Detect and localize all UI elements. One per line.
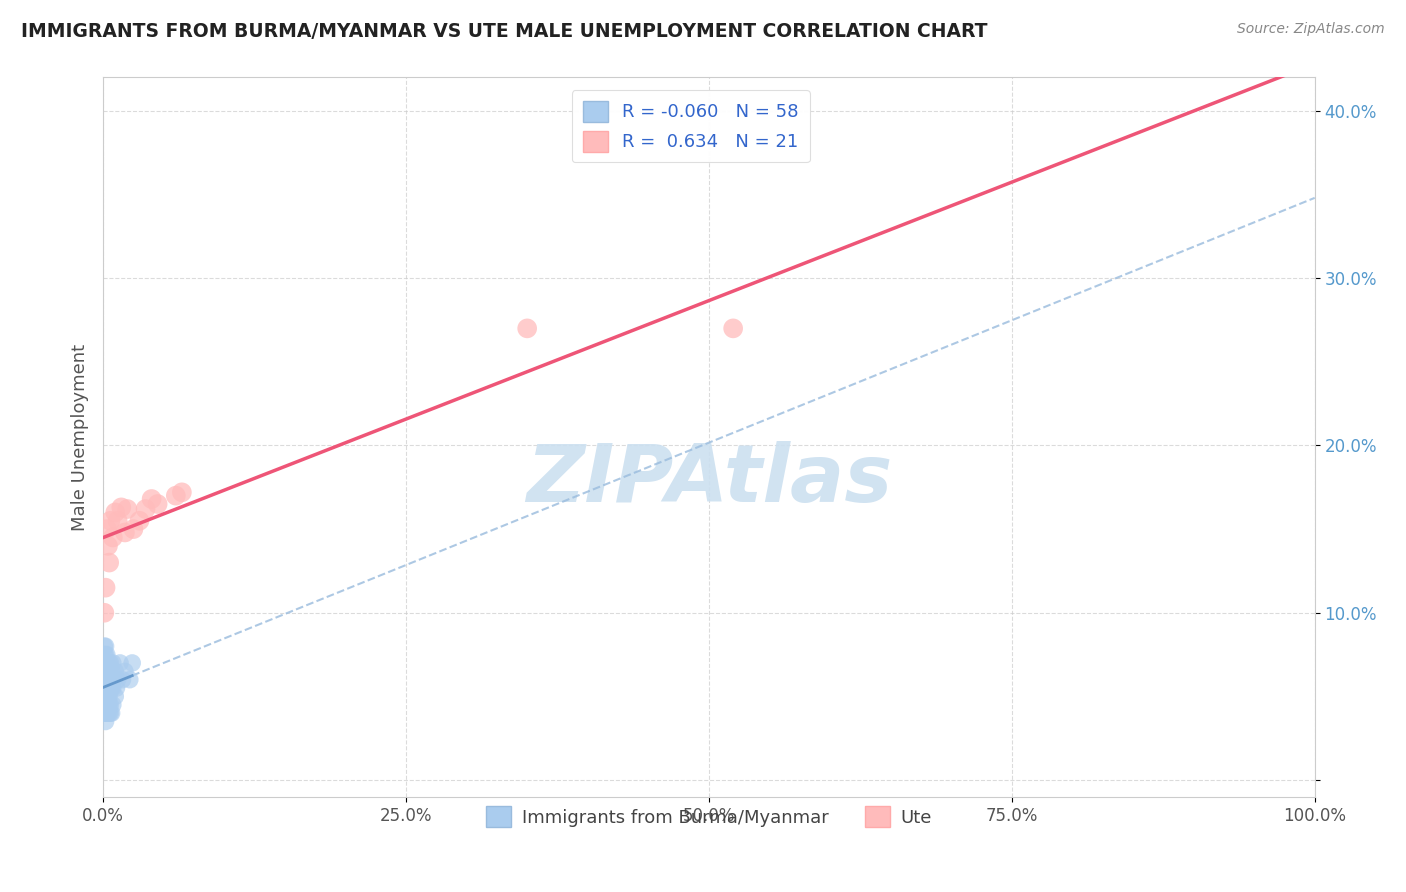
Point bbox=[135, 502, 157, 516]
Point bbox=[97, 698, 120, 712]
Point bbox=[98, 556, 121, 570]
Point bbox=[96, 522, 118, 536]
Point bbox=[94, 681, 117, 695]
Point bbox=[100, 665, 122, 679]
Text: ZIPAtlas: ZIPAtlas bbox=[526, 442, 891, 519]
Point bbox=[111, 673, 134, 687]
Point bbox=[94, 639, 117, 653]
Point bbox=[94, 673, 117, 687]
Point bbox=[93, 681, 115, 695]
Point bbox=[101, 698, 124, 712]
Point bbox=[101, 656, 124, 670]
Y-axis label: Male Unemployment: Male Unemployment bbox=[72, 343, 89, 531]
Point bbox=[98, 698, 121, 712]
Point bbox=[100, 698, 122, 712]
Point bbox=[104, 665, 127, 679]
Point bbox=[93, 673, 115, 687]
Point bbox=[97, 665, 120, 679]
Text: IMMIGRANTS FROM BURMA/MYANMAR VS UTE MALE UNEMPLOYMENT CORRELATION CHART: IMMIGRANTS FROM BURMA/MYANMAR VS UTE MAL… bbox=[21, 22, 987, 41]
Point bbox=[108, 656, 131, 670]
Point bbox=[98, 706, 121, 720]
Point bbox=[94, 706, 117, 720]
Point bbox=[96, 706, 118, 720]
Point bbox=[721, 321, 744, 335]
Legend: Immigrants from Burma/Myanmar, Ute: Immigrants from Burma/Myanmar, Ute bbox=[478, 799, 939, 835]
Point bbox=[93, 648, 115, 662]
Point bbox=[97, 539, 120, 553]
Point bbox=[100, 514, 122, 528]
Point bbox=[96, 681, 118, 695]
Point bbox=[146, 497, 169, 511]
Point bbox=[103, 673, 125, 687]
Point bbox=[93, 706, 115, 720]
Point bbox=[94, 698, 117, 712]
Point bbox=[97, 681, 120, 695]
Point bbox=[165, 489, 187, 503]
Point bbox=[94, 656, 117, 670]
Point bbox=[97, 706, 120, 720]
Point bbox=[101, 681, 124, 695]
Point bbox=[516, 321, 538, 335]
Point bbox=[100, 681, 122, 695]
Point bbox=[121, 656, 143, 670]
Text: Source: ZipAtlas.com: Source: ZipAtlas.com bbox=[1237, 22, 1385, 37]
Point bbox=[94, 714, 117, 729]
Point bbox=[117, 502, 139, 516]
Point bbox=[93, 656, 115, 670]
Point bbox=[97, 690, 120, 704]
Point bbox=[96, 665, 118, 679]
Point bbox=[104, 690, 127, 704]
Point bbox=[128, 514, 150, 528]
Point bbox=[114, 665, 136, 679]
Point bbox=[114, 525, 136, 540]
Point bbox=[93, 639, 115, 653]
Point bbox=[94, 665, 117, 679]
Point bbox=[107, 514, 129, 528]
Point bbox=[122, 522, 145, 536]
Point bbox=[96, 698, 118, 712]
Point bbox=[94, 648, 117, 662]
Point bbox=[93, 698, 115, 712]
Point bbox=[105, 681, 128, 695]
Point bbox=[100, 706, 122, 720]
Point bbox=[141, 491, 163, 506]
Point bbox=[170, 485, 193, 500]
Point bbox=[100, 681, 122, 695]
Point bbox=[98, 656, 121, 670]
Point bbox=[93, 665, 115, 679]
Point bbox=[94, 690, 117, 704]
Point bbox=[98, 681, 121, 695]
Point bbox=[101, 531, 124, 545]
Point bbox=[94, 581, 117, 595]
Point bbox=[118, 673, 141, 687]
Point bbox=[107, 673, 129, 687]
Point bbox=[100, 706, 122, 720]
Point bbox=[93, 690, 115, 704]
Point bbox=[96, 656, 118, 670]
Point bbox=[104, 505, 127, 519]
Point bbox=[96, 648, 118, 662]
Point bbox=[96, 673, 118, 687]
Point bbox=[98, 690, 121, 704]
Point bbox=[100, 656, 122, 670]
Point bbox=[93, 606, 115, 620]
Point bbox=[110, 500, 132, 515]
Point bbox=[96, 690, 118, 704]
Point bbox=[97, 673, 120, 687]
